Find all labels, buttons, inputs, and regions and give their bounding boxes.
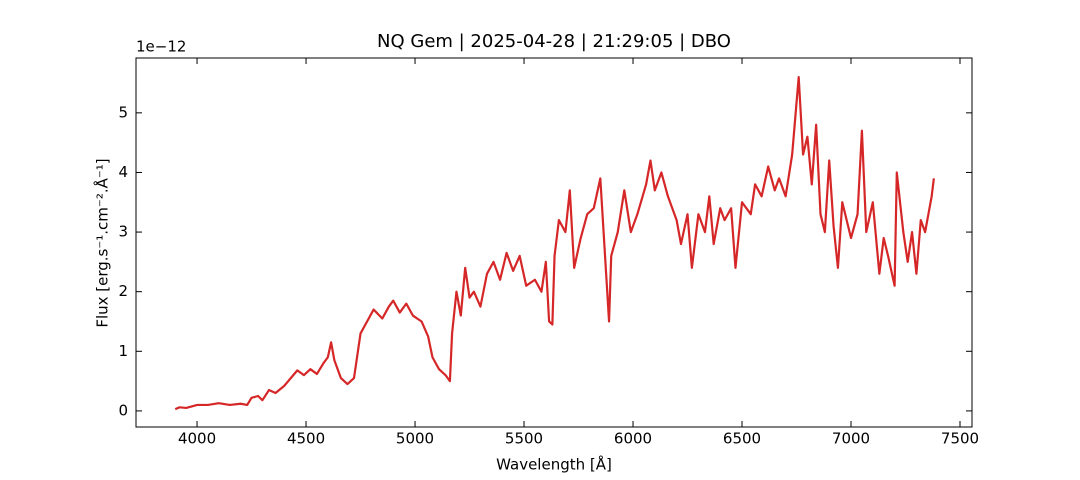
spectrum-line bbox=[174, 75, 935, 411]
y-tick-label: 3 bbox=[118, 223, 128, 241]
x-tick-label: 6500 bbox=[723, 430, 761, 448]
plot-frame bbox=[135, 57, 973, 428]
x-tick-label: 7000 bbox=[832, 430, 870, 448]
offset-label: 1e−12 bbox=[136, 38, 186, 56]
x-tick-label: 5500 bbox=[505, 430, 543, 448]
x-axis-label: Wavelength [Å] bbox=[496, 455, 612, 474]
x-tick-label: 4500 bbox=[287, 430, 325, 448]
y-tick-label: 1 bbox=[118, 342, 128, 360]
y-tick-label: 4 bbox=[118, 163, 128, 181]
x-tick-label: 5000 bbox=[396, 430, 434, 448]
y-axis-label: Flux [erg.s⁻¹.cm⁻².Å⁻¹] bbox=[93, 158, 112, 327]
y-tick-label: 2 bbox=[118, 282, 128, 300]
x-tick-label: 4000 bbox=[178, 430, 216, 448]
chart-title: NQ Gem | 2025-04-28 | 21:29:05 | DBO bbox=[377, 31, 731, 52]
y-tick-label: 0 bbox=[118, 401, 128, 419]
y-tick-label: 5 bbox=[118, 103, 128, 121]
x-tick-label: 7500 bbox=[941, 430, 979, 448]
x-tick-label: 6000 bbox=[614, 430, 652, 448]
